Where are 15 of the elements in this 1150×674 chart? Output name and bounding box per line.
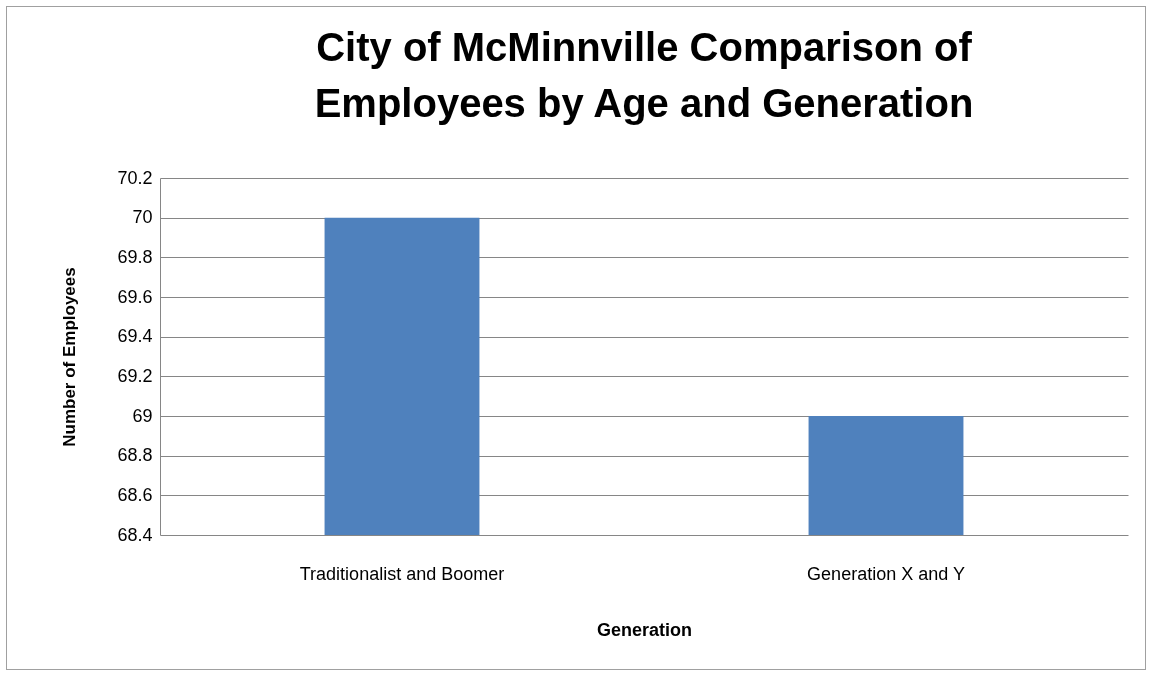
x-tick-label: Generation X and Y xyxy=(807,563,965,584)
y-tick-label: 70 xyxy=(132,207,153,228)
y-axis-title: Number of Employees xyxy=(60,267,80,447)
chart-title: City of McMinnville Comparison of Employees by Age and Generation xyxy=(314,25,974,125)
y-tick-label: 69.8 xyxy=(117,246,153,267)
y-tick-label: 68.4 xyxy=(117,524,153,545)
y-tick-label: 69 xyxy=(132,405,153,426)
x-tick-label: Traditionalist and Boomer xyxy=(299,563,505,584)
y-tick-label: 68.8 xyxy=(117,445,153,466)
y-tick-label: 69.2 xyxy=(117,365,153,386)
y-tick-label: 68.6 xyxy=(117,484,153,505)
x-axis-title: Generation xyxy=(596,619,693,640)
y-tick-label: 69.6 xyxy=(117,286,153,307)
y-tick-label: 70.2 xyxy=(117,167,153,188)
y-tick-label: 69.4 xyxy=(117,326,153,347)
